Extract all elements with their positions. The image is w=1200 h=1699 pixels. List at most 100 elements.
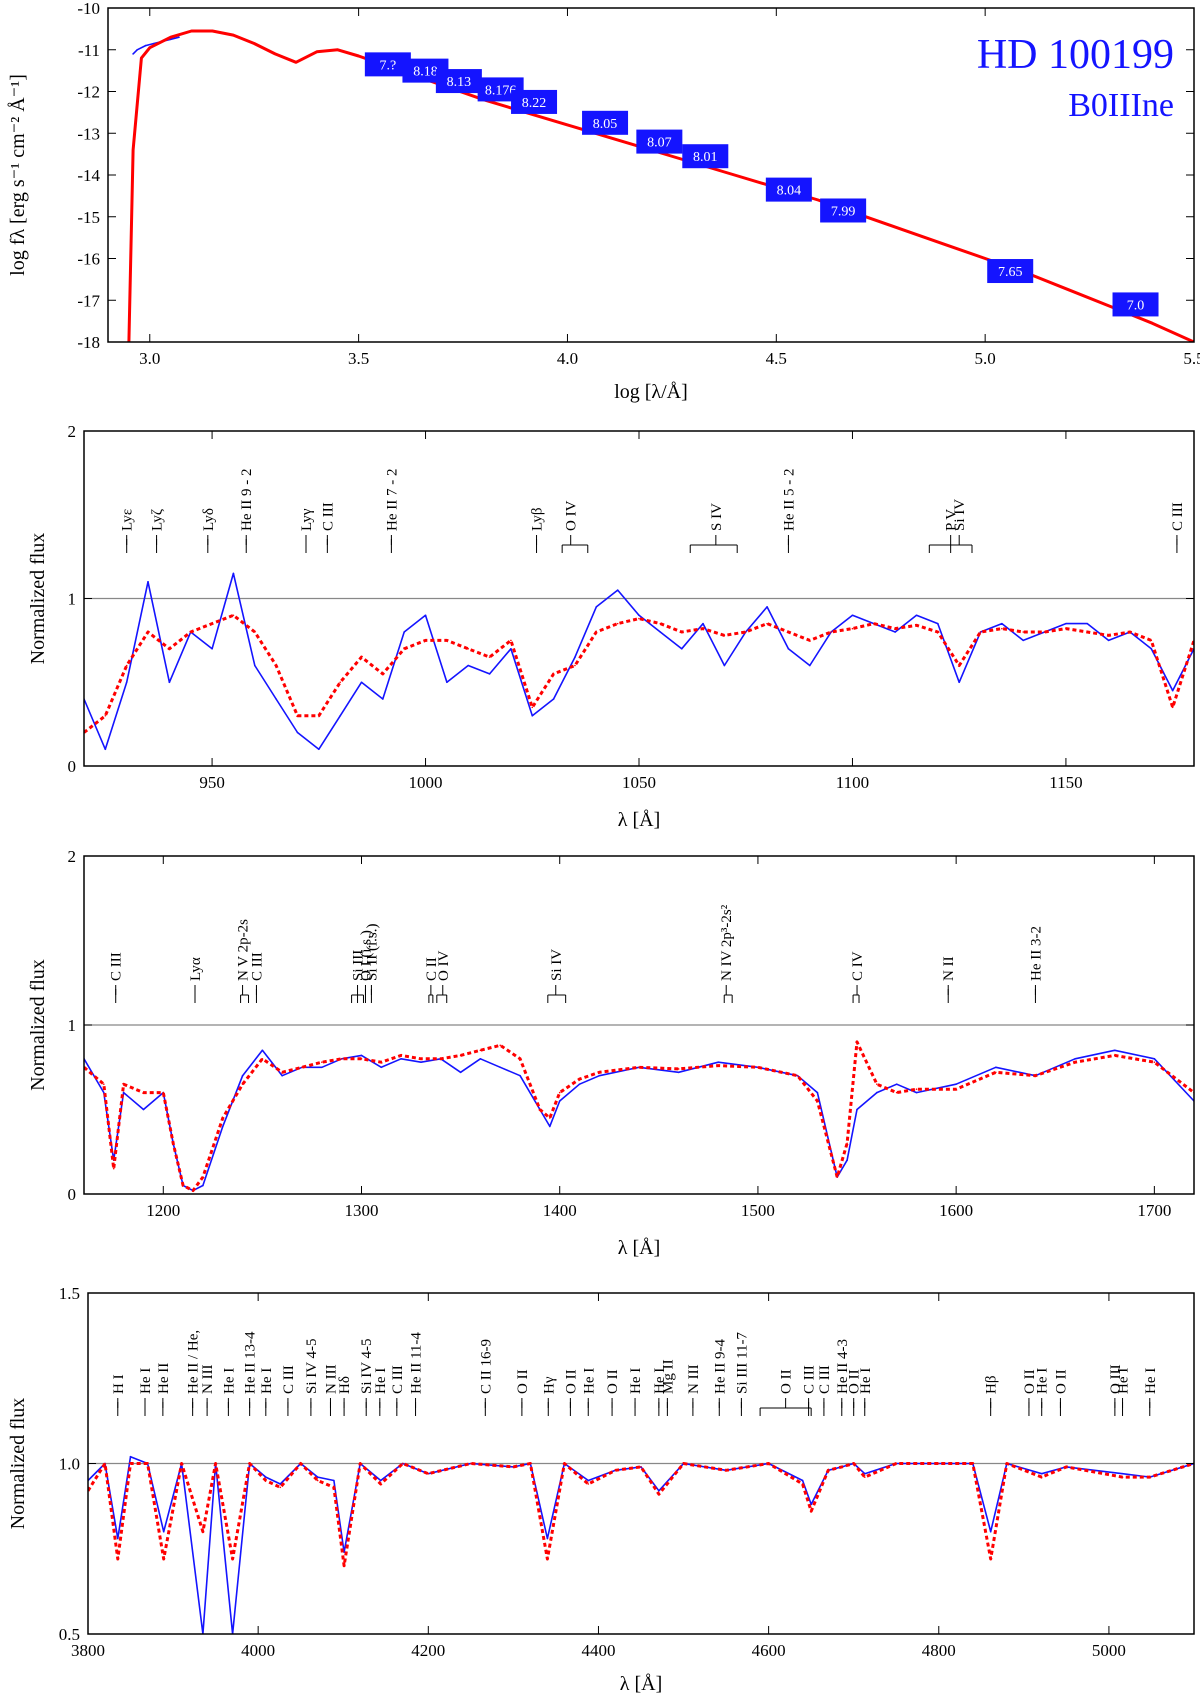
observed-data-point [382, 698, 384, 700]
panel-1: 7.? 8.18 8.13 8.176 8.22 8.05 8.07 8.01 8.04 7.99… [7, 0, 1200, 403]
line-id-label: He I [858, 1368, 874, 1394]
x-tick-label: 4400 [581, 1641, 615, 1660]
model-data-point [382, 673, 384, 675]
observed-data-point [211, 647, 213, 650]
line-id-label: Lyδ [201, 508, 217, 531]
model-data-point [638, 1066, 640, 1069]
x-tick-label: 1050 [622, 773, 656, 792]
line-id: C III [249, 952, 265, 1003]
observed-data-point [132, 53, 134, 55]
y-tick-label: 0 [68, 757, 77, 776]
model-data-point [937, 631, 939, 633]
line-id-label: He II 9 - 2 [239, 469, 255, 531]
line-id-label: O II [515, 1369, 531, 1394]
x-tick-label: 1700 [1137, 1201, 1171, 1220]
model-data-point [129, 1462, 132, 1465]
model-data-point [1067, 289, 1070, 291]
model-data-point [182, 1184, 184, 1187]
line-id: C II [424, 957, 440, 1003]
model-data-point [214, 1462, 217, 1465]
model-data-point [459, 1054, 462, 1057]
line-id: Lyγ [299, 508, 315, 553]
line-id-label: C IV [850, 951, 866, 981]
line-id-label: Lyβ [530, 508, 546, 531]
model-data-point [147, 631, 149, 633]
photometry-label: 8.05 [593, 117, 618, 132]
photometry-label: 7.65 [998, 265, 1023, 280]
line-id-label: N III [686, 1364, 702, 1394]
model-data-point [142, 1091, 145, 1094]
line-id-label: S IV [709, 503, 725, 531]
model-data-point [321, 1061, 323, 1063]
line-id-label: He I [652, 1368, 668, 1394]
x-tick-label: 950 [199, 773, 225, 792]
observed-data-point [380, 1066, 383, 1069]
y-tick-label: -10 [77, 0, 100, 18]
observed-data-point [221, 1125, 224, 1128]
line-id: O I (i.s.) [358, 930, 374, 1003]
model-data-point [851, 627, 854, 630]
model-data-point [900, 228, 903, 231]
model-data-point [1171, 706, 1174, 709]
line-id: O II [605, 1369, 621, 1416]
model-data-point [817, 199, 819, 201]
photometry-box [582, 110, 629, 135]
observed-data-point [459, 1071, 462, 1074]
model-data-point [116, 1558, 119, 1560]
line-id: Si IV 4-5 [359, 1338, 375, 1416]
photometry-box [511, 89, 558, 114]
model-data-point [840, 1466, 843, 1468]
observed-data-point [558, 1100, 561, 1102]
model-data-point [231, 1558, 234, 1560]
model-data-point [180, 1462, 183, 1465]
observed-data-point [162, 1530, 165, 1533]
line-id: Lyδ [201, 508, 217, 553]
line-id-label: He I [259, 1368, 275, 1394]
model-data-point [336, 48, 339, 51]
model-data-point [744, 631, 747, 633]
line-id-label: C III [109, 952, 125, 981]
model-data-point [539, 1108, 541, 1111]
observed-data-point [420, 1061, 422, 1063]
line-id: C IV [850, 951, 866, 1003]
model-data-point [275, 664, 277, 667]
model-data-point [702, 627, 704, 630]
x-tick-label: 5000 [1092, 1641, 1126, 1660]
model-data-point [104, 714, 107, 717]
model-data-point [467, 647, 470, 650]
model-data-point [316, 51, 318, 53]
line-id-label: He I [1116, 1368, 1132, 1394]
line-id: S IV [689, 503, 738, 553]
model-data-point [1006, 1462, 1008, 1465]
line-id-label: Mg II [660, 1359, 676, 1394]
model-data-point [340, 1058, 343, 1060]
chart-title: HD 100199 [977, 32, 1174, 78]
y-tick-label: -14 [77, 166, 100, 185]
model-data-point [1107, 634, 1110, 637]
x-tick-label: 3.5 [348, 349, 369, 368]
model-data-point [202, 1176, 204, 1178]
model-data-point [979, 631, 982, 633]
observed-data-point [595, 606, 598, 608]
model-series-line [88, 1462, 1194, 1568]
model-data-point [261, 1058, 264, 1060]
observed-data-point [717, 1061, 720, 1063]
model-data-point [172, 1142, 174, 1145]
photometry-box [435, 69, 482, 94]
observed-data-point [281, 1074, 284, 1077]
model-data-point [248, 1462, 251, 1465]
line-id-label: He II 11-4 [409, 1332, 425, 1394]
line-id: O IV [561, 500, 589, 553]
model-data-point [519, 1058, 521, 1060]
model-data-point [380, 1061, 383, 1063]
y-tick-label: -11 [78, 41, 100, 60]
line-id: O II [1022, 1369, 1038, 1416]
observed-data-point [479, 1058, 482, 1060]
observed-data-point [863, 1472, 866, 1475]
line-id: O II [563, 1369, 579, 1416]
model-data-point [578, 1078, 581, 1080]
y-axis-label: Normalized flux [7, 1398, 29, 1530]
observed-data-point [808, 664, 811, 667]
photometry-label: 8.04 [777, 184, 802, 199]
